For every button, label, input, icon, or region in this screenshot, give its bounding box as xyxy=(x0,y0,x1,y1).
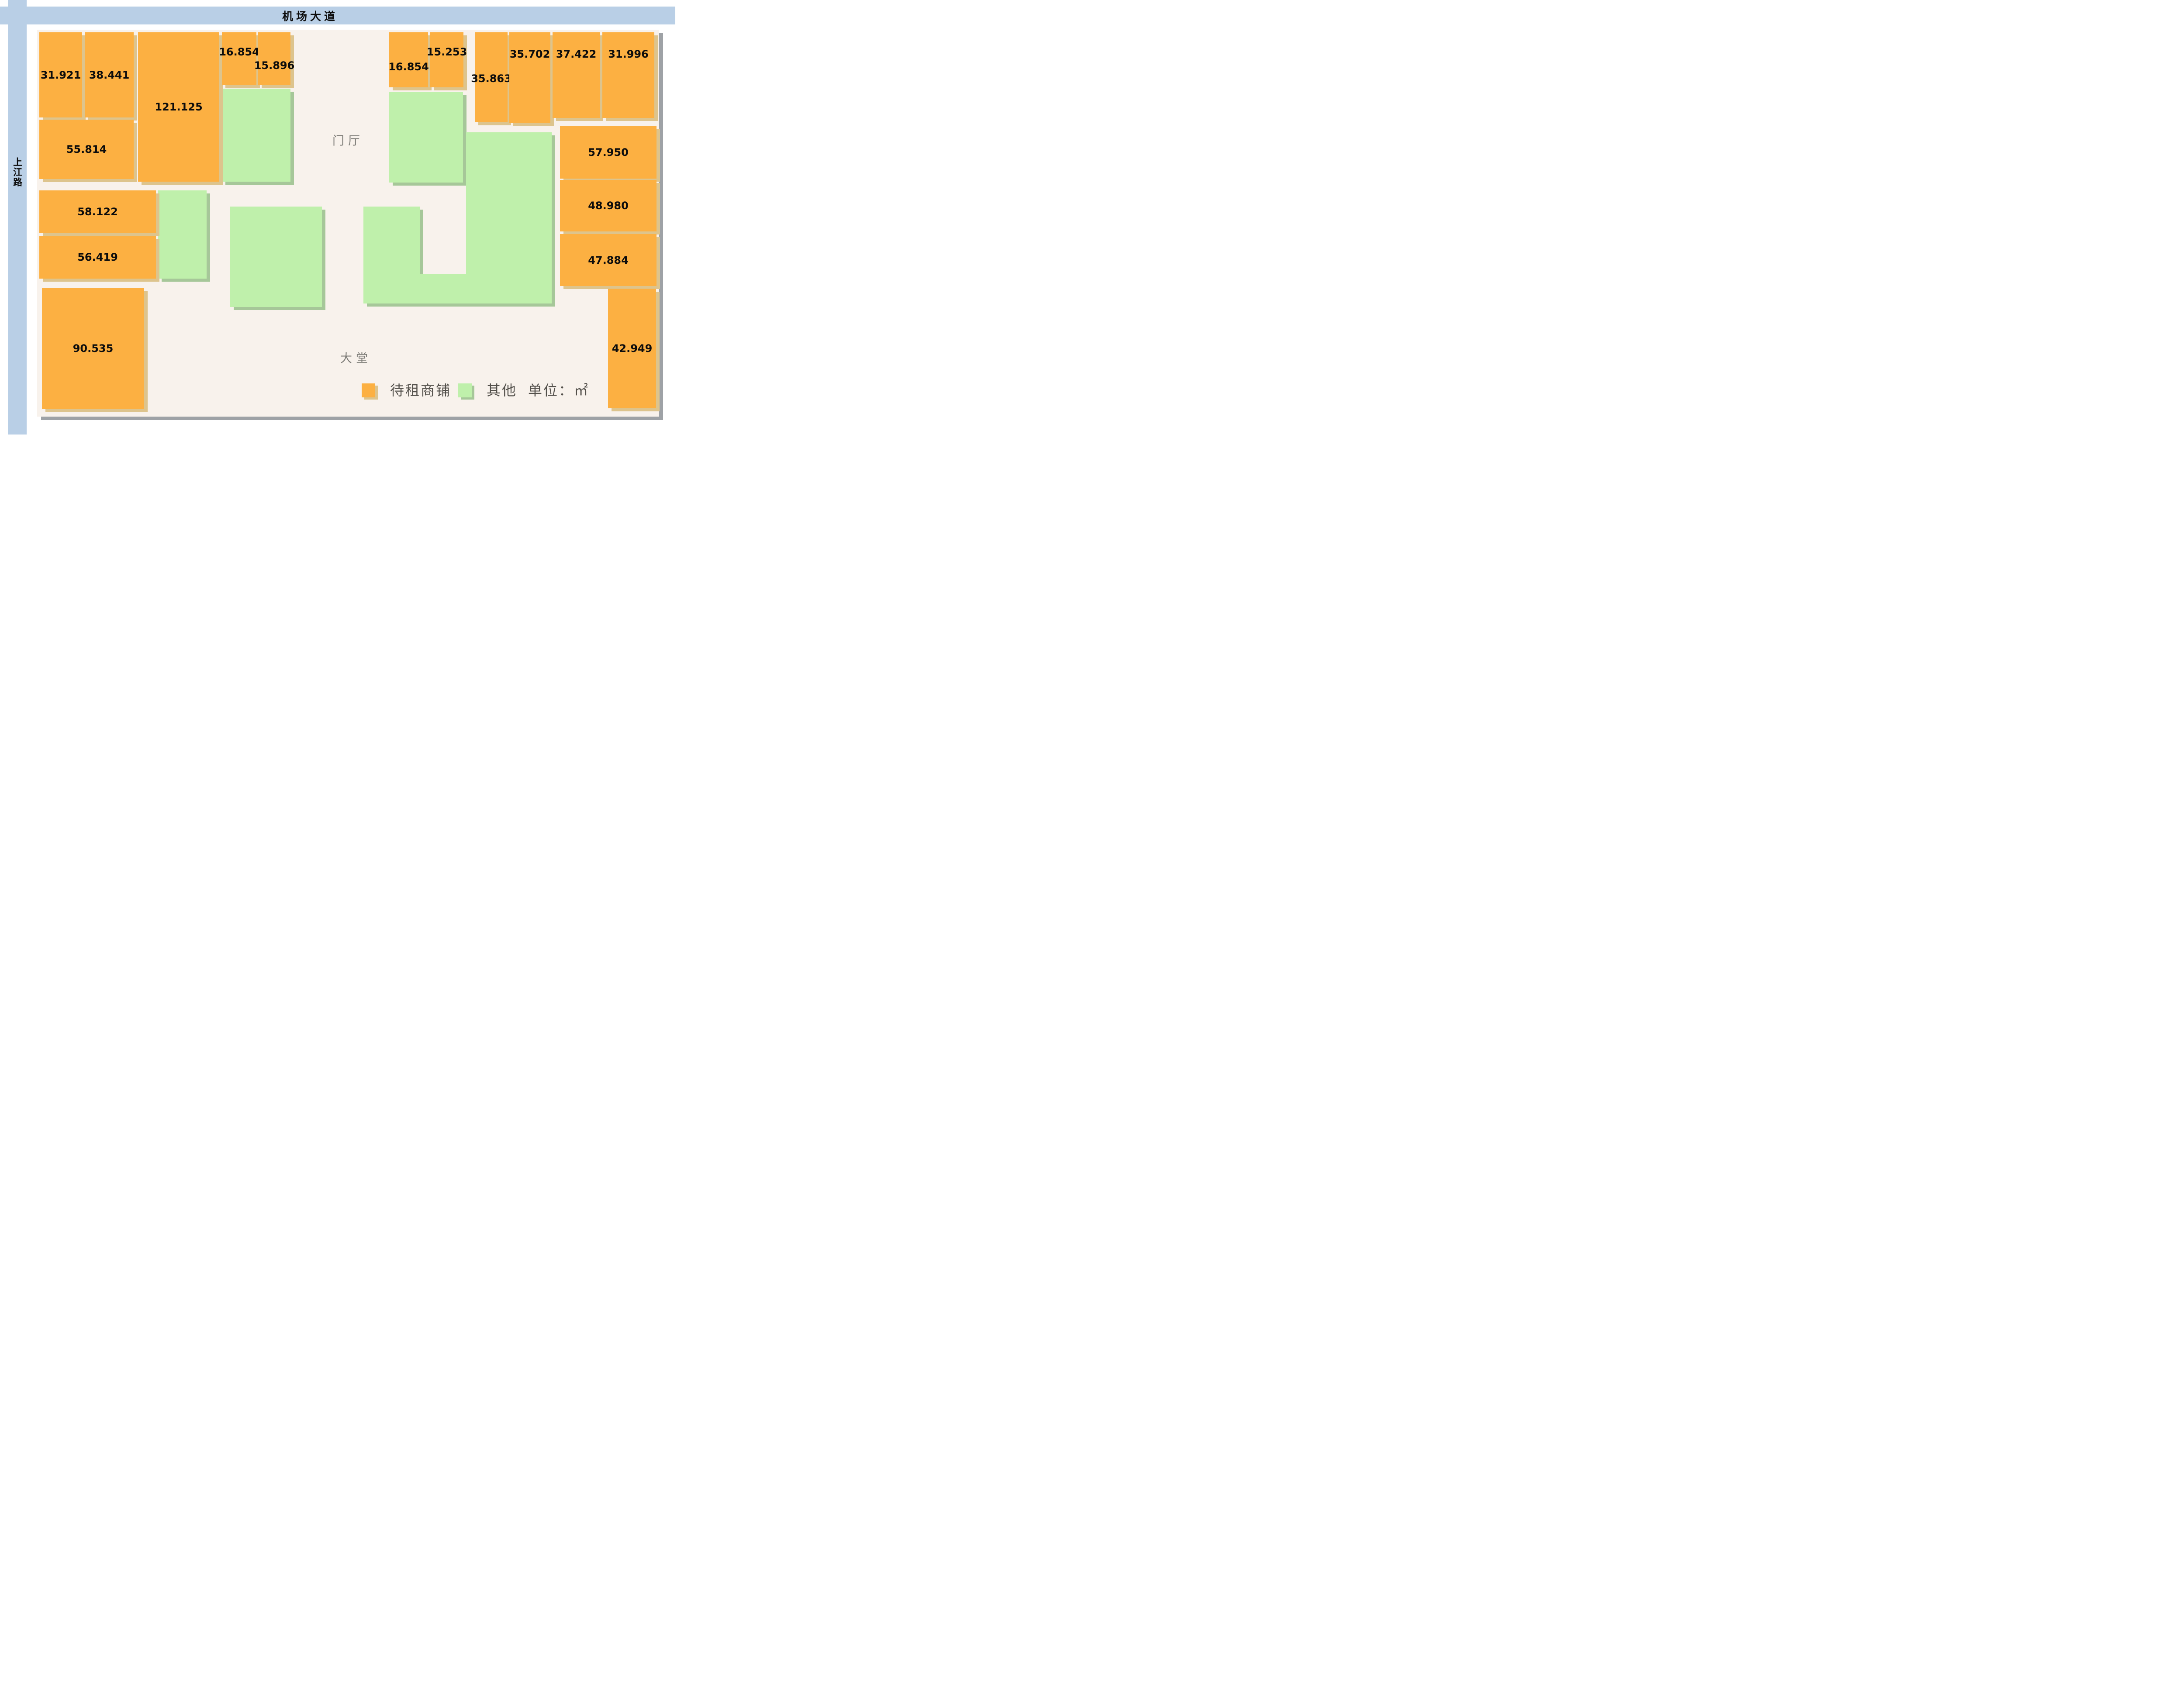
shop-area-label: 35.702 xyxy=(509,48,550,60)
other-zone xyxy=(158,190,207,279)
shop-area-label: 16.854 xyxy=(388,61,429,73)
road-shangjiang: 上江路 xyxy=(8,0,27,435)
shop-area-label: 121.125 xyxy=(155,101,203,113)
shop-area-label: 37.422 xyxy=(556,48,597,60)
floor-area: 31.921 38.441 121.125 16.854 15.896 16.8… xyxy=(37,30,659,417)
shop-unit-57950: 57.950 xyxy=(560,126,657,179)
shop-area-label: 31.996 xyxy=(608,48,649,60)
shop-area-label: 90.535 xyxy=(73,342,114,355)
shop-unit-37422: 37.422 xyxy=(553,32,600,118)
shop-unit-56419: 56.419 xyxy=(39,236,156,279)
road-airport-avenue-label: 机场大道 xyxy=(282,10,339,23)
shop-area-label: 15.253 xyxy=(426,46,467,58)
legend-other-swatch xyxy=(458,383,472,397)
shop-unit-90535: 90.535 xyxy=(42,288,144,409)
shop-unit-31996: 31.996 xyxy=(602,32,654,118)
other-zone xyxy=(420,274,466,303)
shop-area-label: 48.980 xyxy=(588,200,629,212)
shop-area-label: 38.441 xyxy=(89,69,130,81)
legend-shop-swatch xyxy=(362,383,375,397)
shop-unit-16854-b: 16.854 xyxy=(388,32,429,87)
hall-top-label: 门厅 xyxy=(332,134,364,148)
other-zone xyxy=(389,92,463,183)
legend-unit-label: 单位：㎡ xyxy=(528,382,590,399)
legend-shop-label: 待租商铺 xyxy=(390,382,452,399)
shop-unit-15253: 15.253 xyxy=(427,32,467,87)
shop-area-label: 56.419 xyxy=(77,251,118,263)
legend-other-label: 其他 xyxy=(487,382,518,399)
other-zone xyxy=(222,89,290,182)
shop-area-label: 42.949 xyxy=(612,342,653,355)
shop-area-label: 55.814 xyxy=(66,143,107,155)
shop-unit-58122: 58.122 xyxy=(39,190,156,233)
shop-area-label: 57.950 xyxy=(588,146,629,159)
shop-unit-16854-a: 16.854 xyxy=(219,32,259,85)
hall-bottom-label: 大堂 xyxy=(340,352,372,366)
shop-unit-121125: 121.125 xyxy=(138,32,219,182)
shop-unit-35863: 35.863 xyxy=(471,32,511,122)
other-zone xyxy=(363,207,420,303)
shop-unit-48980: 48.980 xyxy=(560,180,657,231)
shop-unit-35702: 35.702 xyxy=(509,32,550,123)
shop-unit-47884: 47.884 xyxy=(560,234,657,286)
floor-plan-page: 机场大道 上江路 31.921 38.441 121.125 16.854 15… xyxy=(0,0,675,435)
shop-unit-38441: 38.441 xyxy=(85,32,134,117)
road-airport-avenue: 机场大道 xyxy=(0,7,675,24)
shop-area-label: 58.122 xyxy=(77,206,118,218)
shop-area-label: 15.896 xyxy=(254,59,295,72)
shop-area-label: 47.884 xyxy=(588,254,629,266)
shop-unit-42949: 42.949 xyxy=(608,289,656,408)
shop-unit-31921: 31.921 xyxy=(39,32,82,117)
shop-unit-55814: 55.814 xyxy=(39,120,134,179)
shop-area-label: 16.854 xyxy=(219,46,259,58)
other-zone xyxy=(230,207,322,307)
road-shangjiang-label: 上江路 xyxy=(12,157,23,187)
shop-area-label: 35.863 xyxy=(471,72,511,85)
shop-unit-15896: 15.896 xyxy=(254,32,294,85)
other-zone xyxy=(466,132,552,303)
shop-area-label: 31.921 xyxy=(40,69,81,81)
